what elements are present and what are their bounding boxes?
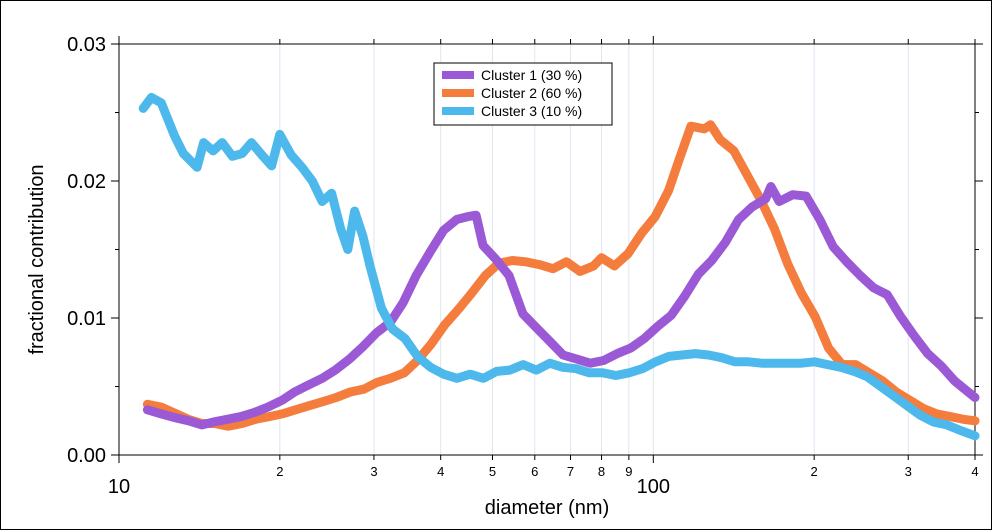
- series-line-3: [138, 92, 980, 441]
- x-minor-tick-label: 2: [276, 464, 283, 479]
- y-tick-label: 0.02: [67, 171, 106, 193]
- x-minor-tick-label: 2: [811, 464, 818, 479]
- legend-label-2: Cluster 2 (60 %): [481, 85, 582, 101]
- series-line-1: [142, 182, 980, 430]
- x-minor-tick-label: 8: [598, 464, 605, 479]
- axis-tick-labels: 10 100 2 3 4 5 6 7 8 9 2 3 4 0.00 0.01 0.02 0.03: [67, 34, 979, 498]
- legend-label-3: Cluster 3 (10 %): [481, 103, 582, 119]
- y-axis-title: fractional contribution: [26, 164, 48, 354]
- x-minor-tick-label: 3: [905, 464, 912, 479]
- series-line-2: [142, 120, 980, 431]
- legend-label-1: Cluster 1 (30 %): [481, 67, 582, 83]
- y-tick-label: 0.01: [67, 308, 106, 330]
- x-minor-tick-label: 5: [489, 464, 496, 479]
- legend: Cluster 1 (30 %) Cluster 2 (60 %) Cluster …: [433, 62, 613, 126]
- x-major-tick-label: 100: [637, 476, 670, 498]
- axis-ticks: [111, 36, 983, 463]
- x-minor-tick-label: 4: [971, 464, 978, 479]
- x-major-tick-label: 10: [108, 476, 130, 498]
- x-minor-tick-label: 4: [437, 464, 444, 479]
- x-minor-tick-label: 7: [567, 464, 574, 479]
- y-tick-label: 0.00: [67, 445, 106, 467]
- x-axis-title: diameter (nm): [485, 497, 609, 519]
- x-minor-tick-label: 3: [370, 464, 377, 479]
- x-minor-tick-label: 9: [625, 464, 632, 479]
- x-minor-tick-label: 6: [531, 464, 538, 479]
- data-series: [138, 92, 980, 441]
- y-tick-label: 0.03: [67, 34, 106, 56]
